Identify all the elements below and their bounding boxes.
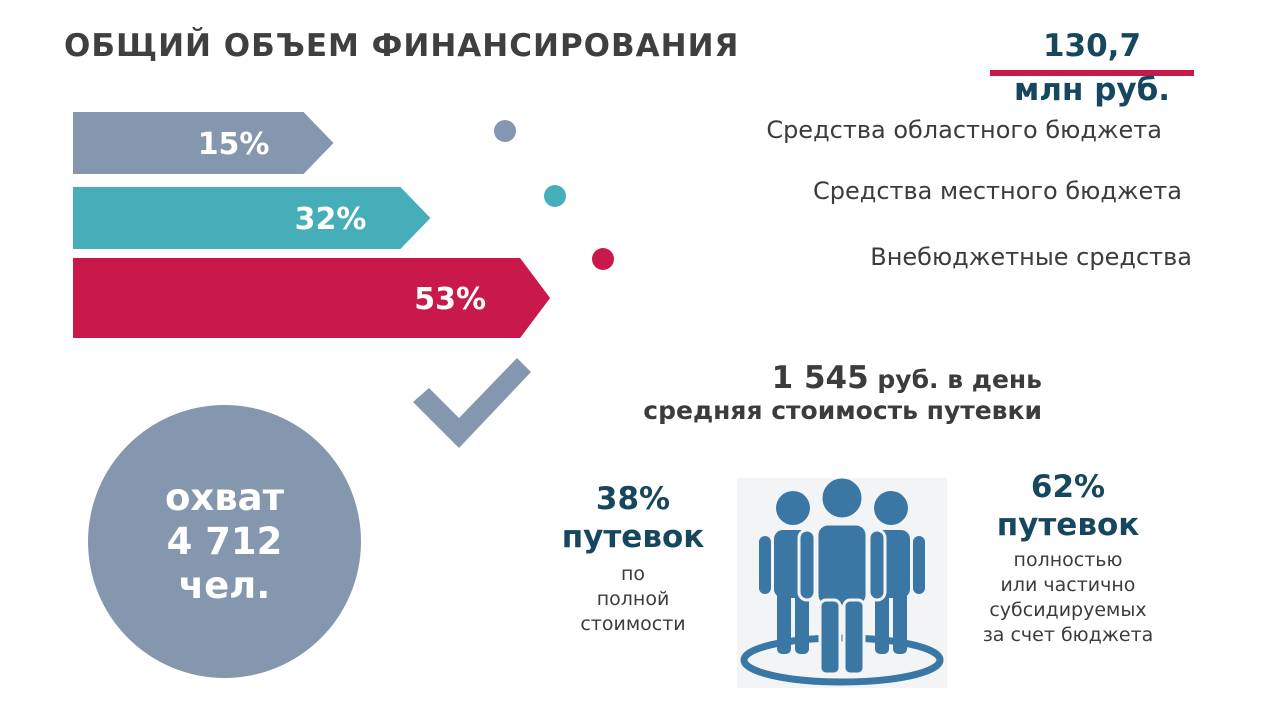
cost-caption: средняя стоимость путевки [643,396,1042,425]
bar-value-label: 15% [198,127,270,162]
trips-subsidized-desc-line: за счет бюджета [982,624,1154,646]
total-divider [990,70,1194,76]
legend-dot-extrabudgetary [592,248,614,270]
coverage-label: охват [164,475,285,519]
total-funding-value: 130,7 [1042,28,1142,64]
trips-subsidized-percent: 62% [1030,469,1106,505]
total-funding-unit: млн руб. [1013,72,1171,108]
page-title: ОБЩИЙ ОБЪЕМ ФИНАНСИРОВАНИЯ [64,28,740,64]
trips-subsidized-noun: путевок [996,507,1140,543]
trips-full-percent: 38% [595,481,671,517]
trips-subsidized-desc-line: или частично [1000,574,1136,596]
legend-dot-regional [494,120,516,142]
cost-amount: 1 545 [771,360,869,396]
bar-local [73,187,431,249]
trips-subsidized-desc: полностью или частично субсидируемых за … [968,548,1168,648]
legend-dot-local [544,185,566,207]
trips-full-cost-stat: 38% путевок по полной стоимости [548,480,718,637]
trips-full-desc-line: по [620,563,646,585]
cost-unit: руб. в день [877,365,1042,394]
trips-subsidized-desc-line: полностью [1013,549,1123,571]
trips-full-noun: путевок [561,519,705,555]
bar-value-label: 53% [414,282,486,317]
trips-full-desc: по полной стоимости [548,562,718,637]
average-cost-amount: 1 545 руб. в день [600,360,1042,396]
legend-label-extrabudgetary: Внебюджетные средства [870,243,1192,271]
trips-full-desc-line: полной [596,588,670,610]
bar-extrabudgetary [73,258,551,338]
trips-full-desc-line: стоимости [580,613,686,635]
legend-label-regional: Средства областного бюджета [766,116,1162,144]
legend-label-local: Средства местного бюджета [812,177,1182,205]
bar-value-label: 32% [295,202,367,237]
trips-subsidized-desc-line: субсидируемых [989,599,1147,621]
people-group-icon [737,478,947,688]
coverage-circle: охват 4 712 чел. [88,405,361,678]
checkmark-icon [413,358,531,448]
bar-regional [73,112,334,174]
trips-subsidized-stat: 62% путевок полностью или частично субси… [968,468,1168,648]
coverage-count: 4 712 [166,519,283,563]
coverage-unit: чел. [178,563,271,607]
